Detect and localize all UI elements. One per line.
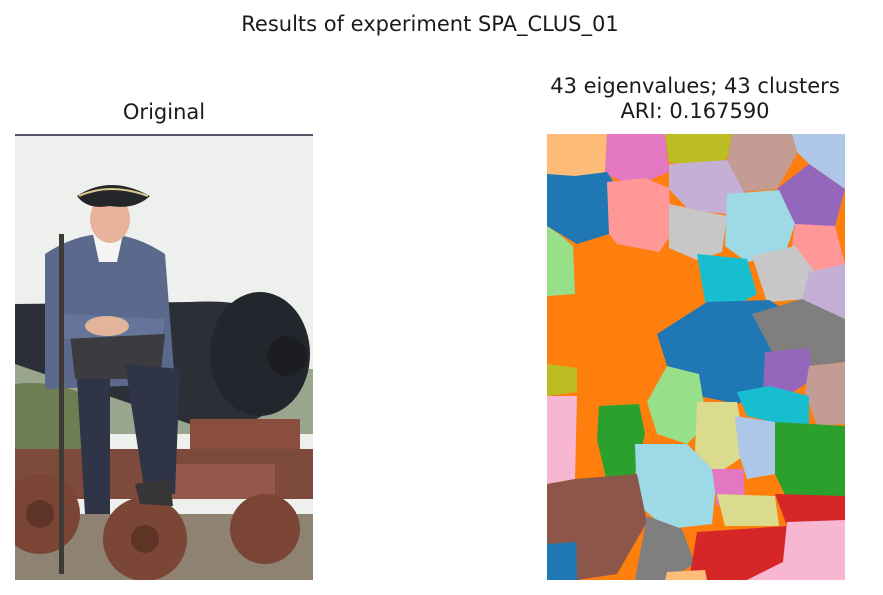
segment [547,134,607,179]
segment [735,416,775,479]
segment [775,494,845,526]
segmentation-title-line2: ARI: 0.167590 [620,99,770,123]
segment [547,479,577,546]
segment [575,474,647,580]
segment [547,542,579,580]
original-photo-drawing [15,134,313,580]
photo-wheel-center-hub [131,525,159,553]
segment [547,364,577,396]
photo-soldier-hands [85,316,129,336]
photo-cannon-breech [210,292,310,416]
segment [547,226,575,296]
segment [737,386,809,424]
photo-soldier-boot [135,479,173,506]
photo-wheel-right [230,494,300,564]
segment [777,164,845,234]
segment [605,134,669,186]
photo-bushes [15,383,95,464]
segmentation-panel-title: 43 eigenvalues; 43 clusters ARI: 0.16759… [500,74,883,124]
segment [607,178,672,252]
segment [665,134,732,166]
segment [763,348,813,396]
segment [669,204,727,260]
segmentation-map [547,134,845,580]
segment [547,172,615,244]
segment [725,190,795,262]
segment [689,526,787,580]
segment [547,396,577,484]
photo-carriage-step [165,464,275,499]
segment [635,444,717,529]
segment [669,160,745,214]
segmentation-title-line1: 43 eigenvalues; 43 clusters [550,74,840,98]
segment [597,404,645,482]
photo-hat-trim [78,188,149,197]
original-panel-title: Original [122,100,206,124]
segment [647,366,707,444]
photo-wheel-left-hub [26,500,54,528]
photo-soldier-leg-right [125,364,180,494]
original-image [15,134,313,580]
segment [727,134,797,192]
segment [717,494,779,526]
segmentation-image [547,134,845,580]
segment [695,402,747,474]
segment [752,246,815,302]
photo-soldier-leg-left [77,379,110,514]
segment [635,516,695,580]
segment [805,362,845,426]
segment [747,520,845,580]
figure-suptitle: Results of experiment SPA_CLUS_01 [241,12,619,36]
photo-soldier-face [90,195,130,243]
photo-musket [59,234,64,574]
segment [665,570,707,580]
segment [752,299,845,366]
photo-cannon-knob [267,336,307,376]
segment [792,134,845,189]
segment [775,422,845,499]
segment [697,254,757,306]
